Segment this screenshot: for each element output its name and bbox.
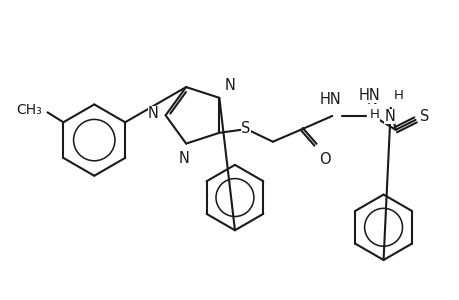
Text: S: S: [420, 110, 429, 124]
Text: H: H: [393, 89, 403, 102]
Text: N: N: [366, 92, 377, 107]
Text: N: N: [224, 78, 235, 93]
Text: HN: HN: [319, 92, 341, 107]
Text: O: O: [319, 152, 330, 166]
Text: S: S: [241, 121, 250, 136]
Text: CH₃: CH₃: [16, 103, 41, 117]
Text: H: H: [369, 109, 379, 122]
Text: N: N: [179, 151, 189, 166]
Text: N: N: [384, 109, 394, 124]
Text: HN: HN: [358, 88, 380, 103]
Text: N: N: [147, 106, 158, 121]
